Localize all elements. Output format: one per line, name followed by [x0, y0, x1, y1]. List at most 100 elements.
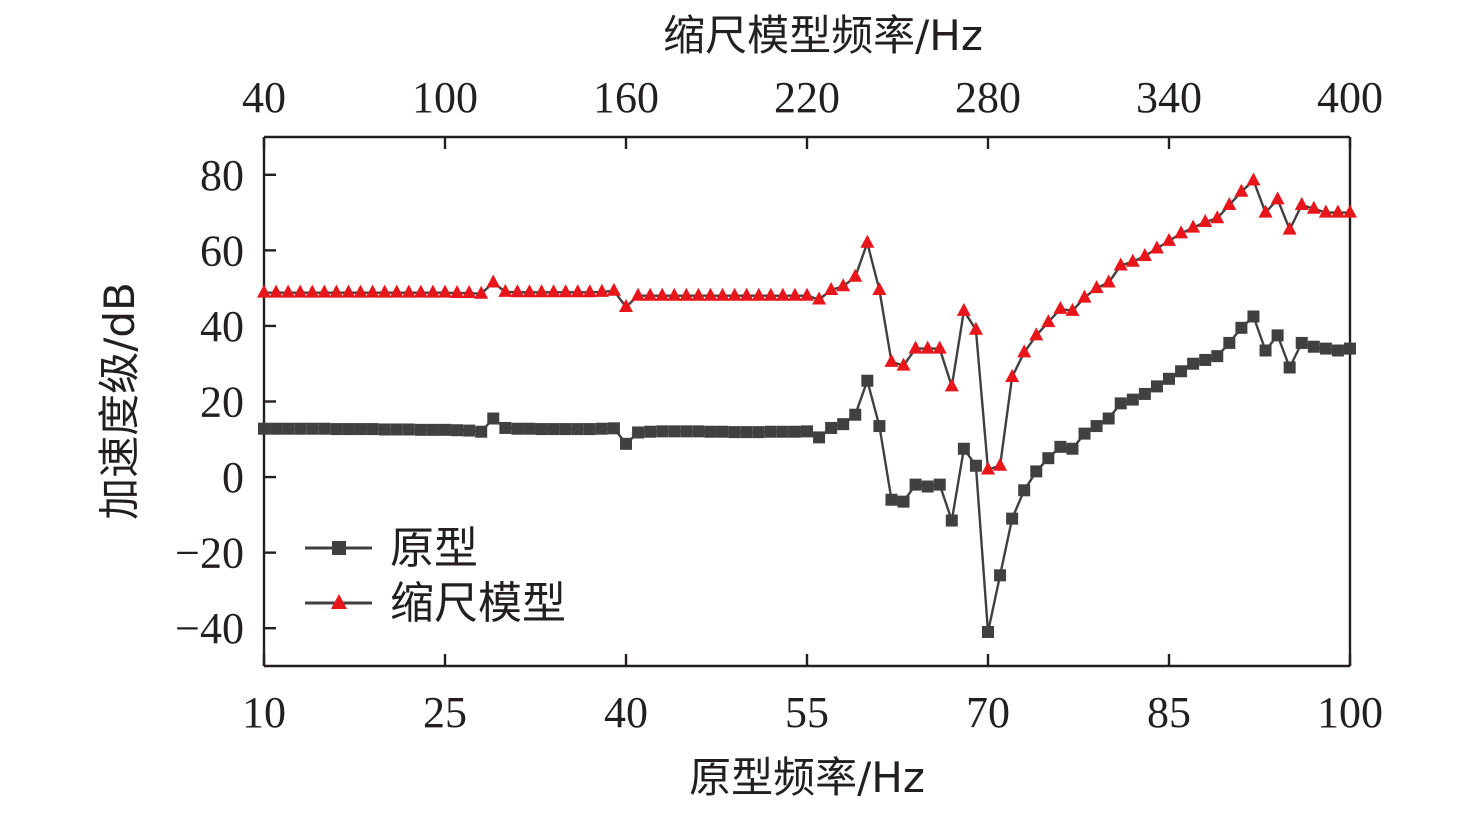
data-point [1258, 204, 1273, 218]
data-point [775, 287, 790, 301]
data-point [1319, 342, 1332, 355]
data-point [956, 302, 971, 316]
data-point [523, 422, 536, 435]
data-point [969, 459, 982, 472]
data-point [631, 287, 646, 301]
data-point [884, 353, 899, 367]
data-point [1271, 329, 1284, 342]
data-point [510, 284, 525, 298]
data-point [511, 422, 524, 435]
data-point [679, 287, 694, 301]
data-point [1270, 191, 1285, 205]
data-point [848, 268, 863, 282]
data-point [270, 422, 283, 435]
data-point [752, 426, 765, 439]
legend: 原型 缩尺模型 [305, 523, 566, 629]
data-point [812, 291, 827, 305]
data-point [293, 284, 308, 298]
x2-tick-label: 280 [955, 73, 1021, 122]
x2-tick-label: 100 [412, 73, 478, 122]
data-point [402, 423, 415, 436]
data-point [401, 284, 416, 298]
ticks [262, 137, 1352, 666]
data-point [353, 284, 368, 298]
data-point [1259, 344, 1272, 357]
data-point [1162, 232, 1176, 246]
data-point [1029, 327, 1044, 341]
data-point [872, 282, 887, 296]
data-point [667, 287, 682, 301]
data-point [1137, 248, 1152, 262]
data-point [994, 569, 1007, 582]
x2-axis-title: 缩尺模型频率/Hz [663, 11, 983, 60]
data-point [582, 284, 597, 298]
data-point [932, 340, 947, 354]
legend-marker-scale-model [331, 594, 347, 609]
data-point [1102, 412, 1115, 425]
data-point [897, 495, 910, 508]
data-point [318, 422, 331, 435]
x2-tick-label: 40 [242, 73, 286, 122]
data-point [1018, 484, 1031, 497]
data-point [583, 423, 596, 436]
data-point [281, 284, 296, 298]
data-point [909, 478, 922, 491]
x-axis-title: 原型频率/Hz [689, 753, 925, 802]
data-point [1306, 200, 1321, 214]
data-point [1211, 350, 1224, 363]
data-point [1066, 442, 1079, 455]
data-point [1199, 353, 1212, 366]
y-axis-title: 加速度级/dB [95, 282, 144, 520]
data-point [1054, 440, 1067, 453]
x2-tick-label: 220 [774, 73, 840, 122]
data-point [620, 437, 632, 450]
data-point [606, 282, 621, 296]
data-point [1138, 387, 1151, 400]
data-point [342, 423, 355, 436]
data-point [861, 374, 874, 387]
data-point [619, 299, 633, 313]
data-point [390, 423, 403, 436]
data-point [294, 422, 307, 435]
data-point [776, 425, 789, 438]
data-point [957, 442, 970, 455]
data-point [656, 425, 669, 438]
data-point [728, 426, 741, 439]
data-point [1294, 197, 1309, 211]
x-tick-label: 70 [966, 688, 1010, 737]
data-point [908, 340, 923, 354]
data-point [607, 422, 620, 435]
data-point [546, 284, 561, 298]
data-point [282, 422, 295, 435]
data-point [1174, 225, 1189, 239]
data-point [1223, 336, 1236, 349]
data-point [800, 287, 814, 301]
data-point [739, 287, 754, 301]
data-point [498, 283, 513, 297]
data-point [1283, 361, 1296, 374]
x2-tick-label: 340 [1136, 73, 1202, 122]
data-point [1343, 204, 1357, 218]
data-point [1330, 204, 1345, 218]
data-point [764, 425, 777, 438]
data-point [269, 284, 284, 298]
series-layer [257, 172, 1357, 638]
data-point [317, 284, 332, 298]
legend-marker-prototype [332, 541, 346, 555]
data-point [727, 287, 742, 301]
data-point [632, 426, 645, 439]
data-point [438, 284, 452, 298]
data-point [740, 426, 753, 439]
data-point [499, 421, 512, 434]
data-point [1017, 344, 1032, 358]
data-point [981, 461, 995, 475]
data-point [1077, 289, 1092, 303]
y-tick-label: 60 [200, 226, 244, 275]
data-point [715, 287, 730, 301]
data-point [921, 480, 934, 493]
data-point [1295, 336, 1308, 349]
y-tick-label: 40 [200, 302, 244, 351]
data-point [860, 234, 875, 248]
data-point [920, 340, 935, 354]
data-point [570, 284, 585, 298]
